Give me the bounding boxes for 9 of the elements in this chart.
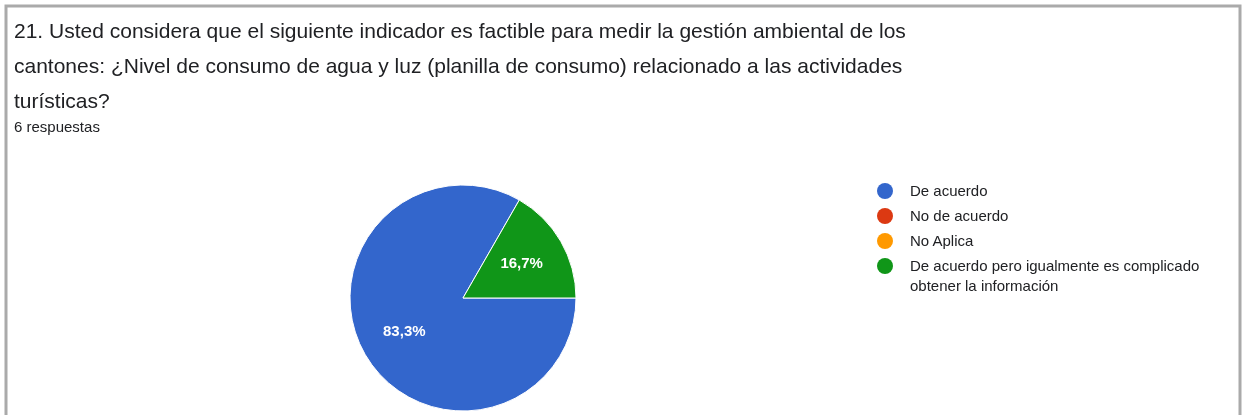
legend-label: De acuerdo pero igualmente es complicado obtener la información (910, 257, 1200, 294)
text: 6 respuestas (14, 118, 100, 135)
legend-label: No de acuerdo (910, 207, 1009, 224)
pie-slice (349, 184, 577, 412)
data-label: 83,3% (383, 321, 426, 339)
legend-label: No Aplica (910, 232, 975, 249)
data-label: 16,7% (500, 254, 543, 272)
legend-label: De acuerdo (910, 182, 988, 199)
chart-title: 21. Usted considera que el siguiente indicador es factible para medir la gestión ambiental de los cantones: ¿Nivel de consumo de agua y luz (planilla de consumo) relacionado a las actividades turísticas? (14, 19, 906, 112)
